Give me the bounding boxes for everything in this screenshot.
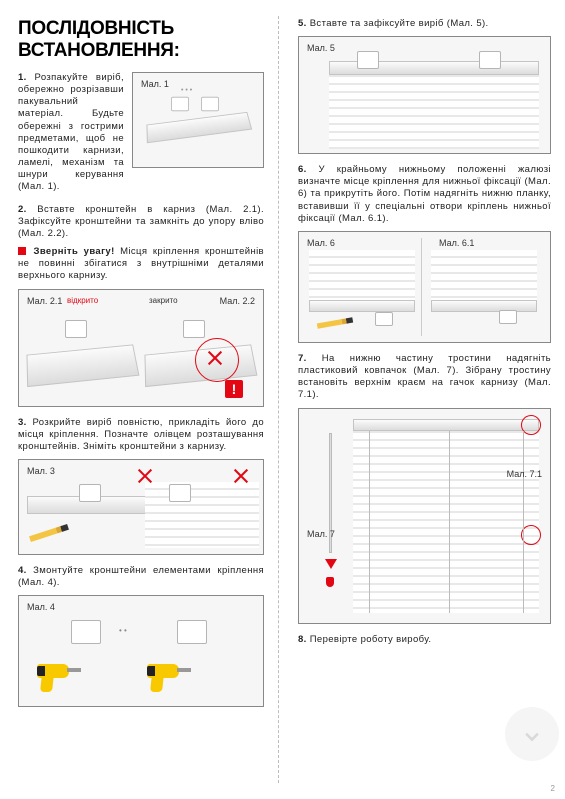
figure-2: Мал. 2.1 відкрито закрито Мал. 2.2 ! bbox=[18, 289, 264, 407]
step-1-row: 1. Розпакуйте виріб, обережно розрізавши… bbox=[18, 72, 264, 200]
figure-1-label: Мал. 1 bbox=[141, 79, 169, 89]
pencil-icon bbox=[317, 317, 353, 329]
drill-icon bbox=[37, 660, 83, 694]
step-5-text: 5. Вставте та зафіксуйте виріб (Мал. 5). bbox=[298, 18, 551, 30]
figure-1: Мал. 1 • • • bbox=[132, 72, 264, 168]
step-2-warning: Зверніть увагу! Місця кріплення кронштей… bbox=[18, 246, 264, 282]
label-closed: закрито bbox=[149, 296, 178, 305]
left-column: ПОСЛІДОВНІСТЬ ВСТАНОВЛЕННЯ: 1. Розпакуйт… bbox=[0, 0, 278, 799]
figure-71-label: Мал. 7.1 bbox=[507, 469, 542, 479]
highlight-circle bbox=[195, 338, 239, 382]
figure-7: Мал. 7.1 Мал. 7 bbox=[298, 408, 551, 624]
figure-3: Мал. 3 bbox=[18, 459, 264, 555]
arrow-down-icon bbox=[325, 559, 337, 569]
drill-icon bbox=[147, 660, 193, 694]
right-column: 5. Вставте та зафіксуйте виріб (Мал. 5).… bbox=[278, 0, 565, 799]
figure-22-label: Мал. 2.2 bbox=[220, 296, 255, 306]
figure-5: Мал. 5 bbox=[298, 36, 551, 154]
x-mark-icon bbox=[137, 468, 153, 484]
figure-4-label: Мал. 4 bbox=[27, 602, 55, 612]
figure-4: Мал. 4 • • bbox=[18, 595, 264, 707]
figure-5-label: Мал. 5 bbox=[307, 43, 335, 53]
figure-3-label: Мал. 3 bbox=[27, 466, 55, 476]
step-3-text: 3. Розкрийте виріб повністю, прикладіть … bbox=[18, 417, 264, 453]
page-title: ПОСЛІДОВНІСТЬ ВСТАНОВЛЕННЯ: bbox=[18, 18, 264, 62]
step-2-text: 2. Вставте кронштейн в карниз (Мал. 2.1)… bbox=[18, 204, 264, 240]
step-7-text: 7. На нижню частину тростини надягніть п… bbox=[298, 353, 551, 402]
pencil-icon bbox=[29, 524, 69, 542]
figure-6: Мал. 6 Мал. 6.1 bbox=[298, 231, 551, 343]
highlight-circle bbox=[521, 415, 541, 435]
cap-icon bbox=[326, 577, 334, 587]
page-number: 2 bbox=[551, 784, 555, 793]
figure-6-label: Мал. 6 bbox=[307, 238, 335, 248]
step-4-text: 4. Змонтуйте кронштейни елементами кріпл… bbox=[18, 565, 264, 589]
figure-61-label: Мал. 6.1 bbox=[439, 238, 474, 248]
figure-7-label: Мал. 7 bbox=[307, 529, 335, 539]
x-mark-icon bbox=[233, 468, 249, 484]
step-1-text: 1. Розпакуйте виріб, обережно розрізавши… bbox=[18, 72, 124, 194]
watermark-icon bbox=[505, 707, 559, 761]
figure-21-label: Мал. 2.1 bbox=[27, 296, 62, 306]
step-8-text: 8. Перевірте роботу виробу. bbox=[298, 634, 551, 646]
step-6-text: 6. У крайньому нижньому положенні жалюзі… bbox=[298, 164, 551, 225]
warning-icon bbox=[18, 247, 26, 255]
label-open: відкрито bbox=[67, 296, 98, 305]
warning-badge: ! bbox=[225, 380, 243, 398]
highlight-circle bbox=[521, 525, 541, 545]
